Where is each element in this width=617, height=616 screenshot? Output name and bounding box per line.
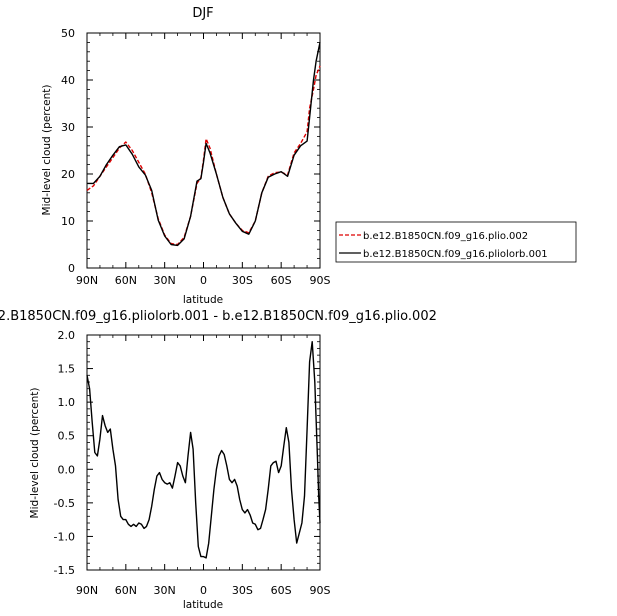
bottom-plot-frame xyxy=(86,334,321,571)
top-title: DJF xyxy=(192,6,213,21)
y-tick-label: 0.0 xyxy=(58,463,76,476)
legend-box xyxy=(335,221,577,263)
bottom-panel: b.e12.B1850CN.f09_g16.pliolorb.001 - b.e… xyxy=(0,309,437,611)
x-tick-label: 90N xyxy=(76,584,98,597)
y-tick-label: 20 xyxy=(61,168,75,181)
y-tick-label: 10 xyxy=(61,215,75,228)
bottom-series-group xyxy=(86,341,321,559)
top-legend: b.e12.B1850CN.f09_g16.plio.002 b.e12.B18… xyxy=(335,221,577,263)
x-tick-label: 0 xyxy=(200,274,207,287)
y-tick-label: 0 xyxy=(68,262,75,275)
y-tick-label: 1.0 xyxy=(58,396,76,409)
x-tick-label: 90N xyxy=(76,274,98,287)
series-line-1 xyxy=(86,65,321,246)
bottom-title: b.e12.B1850CN.f09_g16.pliolorb.001 - b.e… xyxy=(0,309,437,324)
legend-label-plio: b.e12.B1850CN.f09_g16.plio.002 xyxy=(363,231,528,242)
y-tick-label: 2.0 xyxy=(58,329,76,342)
x-tick-label: 60N xyxy=(115,584,137,597)
y-tick-label: 30 xyxy=(61,121,75,134)
y-tick-label: 0.5 xyxy=(58,430,76,443)
x-tick-label: 30N xyxy=(154,584,176,597)
x-tick-label: 30S xyxy=(232,274,253,287)
top-axis-ticks: 0 10 20 30 40 50 90N 60N 30N 0 30S 60S 90S xyxy=(61,27,331,287)
x-tick-label: 90S xyxy=(310,274,331,287)
x-tick-label: 60S xyxy=(271,584,292,597)
x-tick-label: 60S xyxy=(271,274,292,287)
x-tick-label: 90S xyxy=(310,584,331,597)
bottom-x-axis-label: latitude xyxy=(183,599,223,611)
top-x-axis-label: latitude xyxy=(183,294,223,306)
y-tick-label: 50 xyxy=(61,27,75,40)
series-line-2 xyxy=(87,42,321,247)
legend-label-pliolorb: b.e12.B1850CN.f09_g16.pliolorb.001 xyxy=(363,249,548,260)
x-tick-label: 0 xyxy=(200,584,207,597)
series-line-1 xyxy=(86,341,321,559)
y-tick-label: -0.5 xyxy=(54,497,75,510)
top-series-group xyxy=(86,42,321,247)
top-plot-frame xyxy=(86,32,321,269)
y-tick-label: 40 xyxy=(61,74,75,87)
x-tick-label: 30N xyxy=(154,274,176,287)
x-tick-label: 60N xyxy=(115,274,137,287)
x-tick-label: 30S xyxy=(232,584,253,597)
y-tick-label: 1.5 xyxy=(58,363,76,376)
bottom-y-axis-label: Mid-level cloud (percent) xyxy=(29,388,41,519)
bottom-axis-ticks: -1.5 -1.0 -0.5 0.0 0.5 1.0 1.5 2.0 90N 60N 30N 0 30S… xyxy=(54,329,331,597)
top-panel: DJF 0 10 20 30 40 50 90N 60N 30N 0 30S 60S 90S Mid-l… xyxy=(41,6,577,306)
y-tick-label: -1.5 xyxy=(54,564,75,577)
top-y-axis-label: Mid-level cloud (percent) xyxy=(41,85,53,216)
y-tick-label: -1.0 xyxy=(54,530,75,543)
